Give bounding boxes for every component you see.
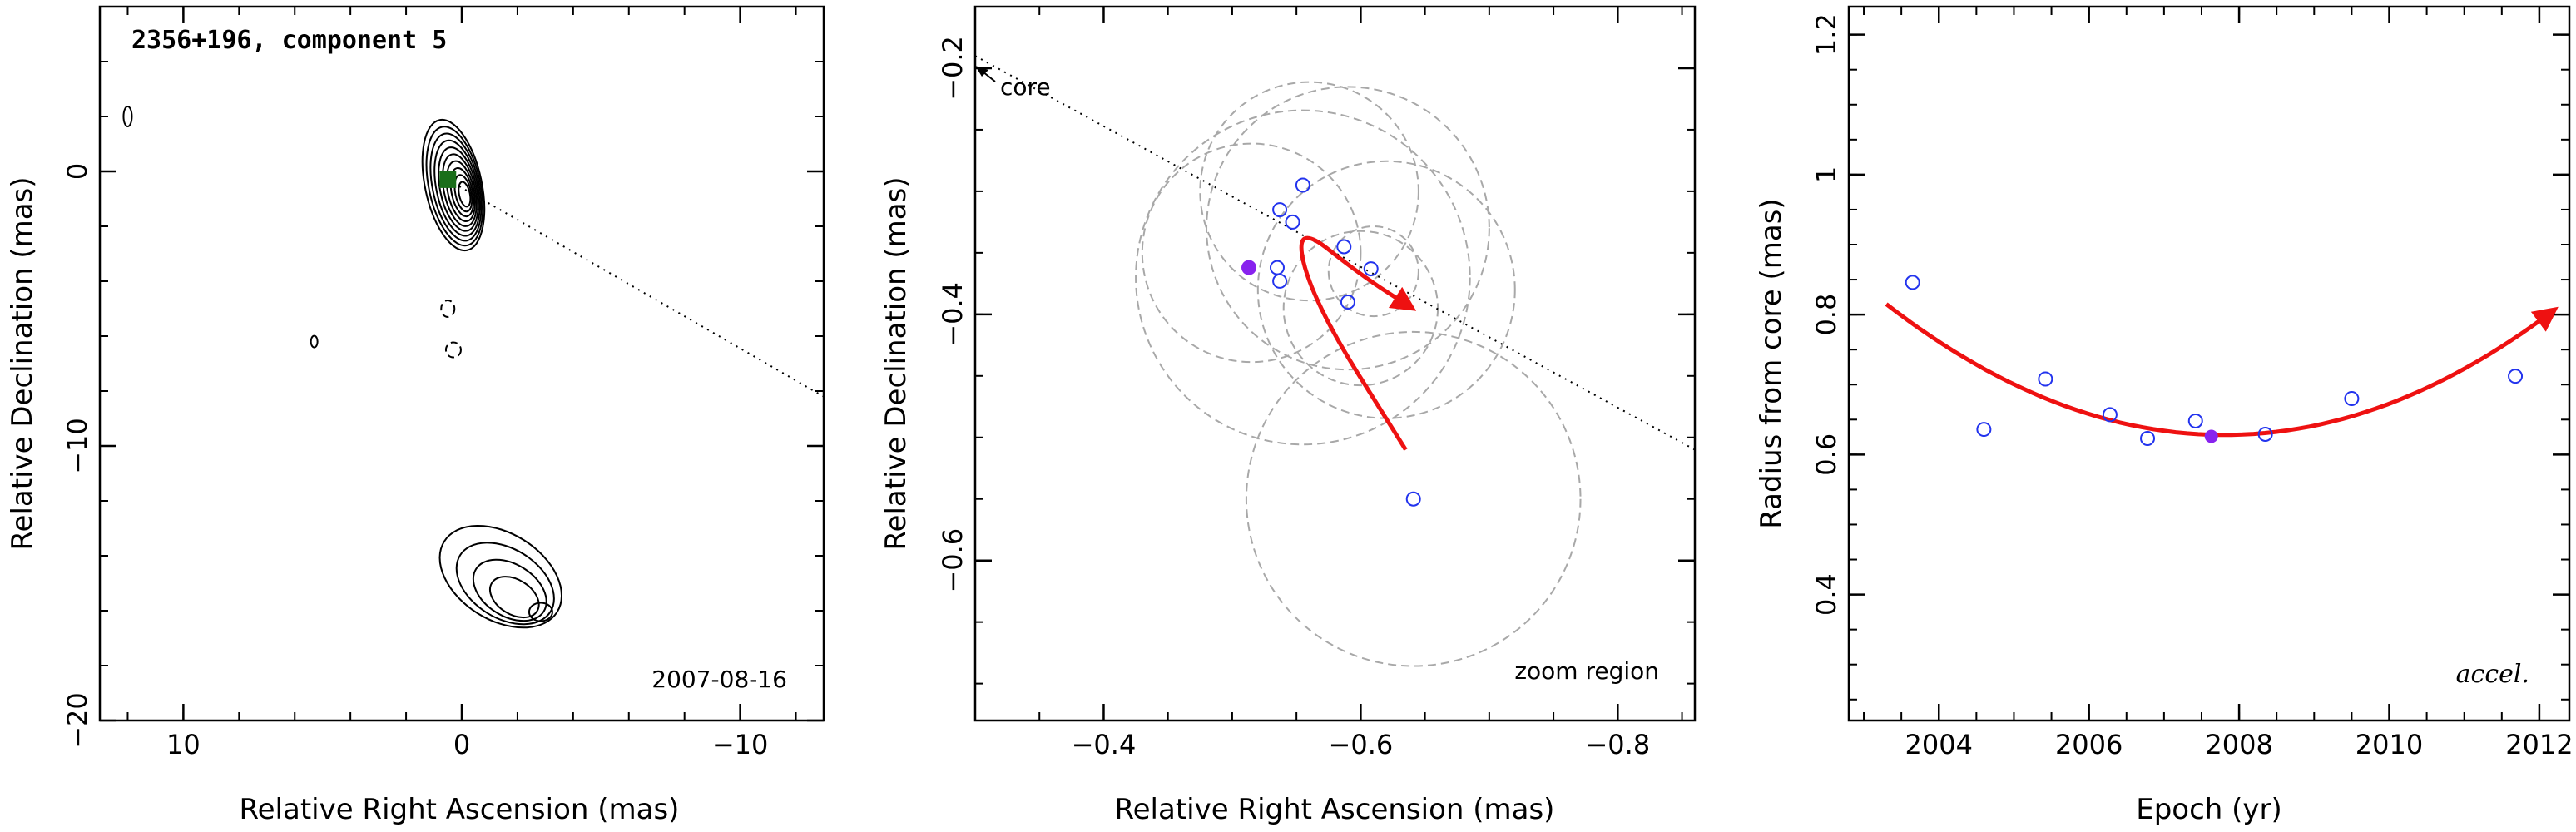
data-point <box>2038 371 2053 387</box>
y-axis-label: Relative Declination (mas) <box>879 176 913 550</box>
data-points <box>1905 275 2524 447</box>
x-tick-label: 0 <box>453 729 470 760</box>
data-point <box>1905 275 1920 290</box>
y-tick-label: −0.2 <box>937 36 968 101</box>
y-tick-label: −0.4 <box>937 282 968 347</box>
y-tick-label: 1 <box>1811 166 1842 183</box>
data-points <box>1241 177 1421 507</box>
error-circle <box>1206 86 1490 371</box>
core-contour <box>438 146 479 232</box>
contour-blob <box>122 106 133 127</box>
core-arrow-head <box>975 66 988 77</box>
x-tick-label: −0.4 <box>1072 729 1137 760</box>
x-tick-label: 2004 <box>1905 729 1973 760</box>
data-point <box>1269 260 1285 275</box>
zoom-region-label: zoom region <box>1514 657 1659 685</box>
y-tick-label: 0.6 <box>1811 433 1842 476</box>
data-point <box>1340 295 1355 310</box>
x-tick-label: 2010 <box>2356 729 2423 760</box>
highlight-point <box>2204 429 2218 443</box>
contour-blob <box>440 300 456 318</box>
core-contour <box>425 126 484 247</box>
data-point <box>1295 177 1310 193</box>
x-tick-label: −0.6 <box>1329 729 1394 760</box>
component-marker <box>439 171 457 188</box>
epoch-label: 2007-08-16 <box>651 666 787 693</box>
contour-blob <box>310 334 319 349</box>
x-tick-label: −10 <box>712 729 769 760</box>
data-point <box>1976 422 1992 438</box>
data-point <box>1285 214 1300 230</box>
y-tick-label: −20 <box>62 692 93 749</box>
contour-map <box>122 106 563 629</box>
error-circle <box>1245 330 1582 667</box>
data-point <box>1272 202 1288 218</box>
y-tick-label: 1.2 <box>1811 13 1842 56</box>
knot-contour <box>472 558 547 622</box>
data-point <box>2257 426 2273 442</box>
data-point <box>2187 413 2203 428</box>
error-circle <box>1327 225 1419 318</box>
x-tick-label: 2012 <box>2505 729 2573 760</box>
data-point <box>1405 491 1421 507</box>
panel-title: 2356+196, component 5 <box>131 26 447 55</box>
axis-ticks: −0.4 −0.6 −0.8 −0.2 −0.4 −0.6 <box>937 6 1695 760</box>
error-circle <box>1141 142 1362 364</box>
core-label: core <box>1000 73 1051 101</box>
core-contour <box>458 181 472 208</box>
error-circle <box>1199 81 1419 302</box>
y-axis-label: Radius from core (mas) <box>1755 198 1788 528</box>
knot-contour <box>438 524 563 629</box>
x-tick-label: 10 <box>166 729 201 760</box>
contour-panel: 10 0 −10 0 −10 −20 2356+196, component 5 2007… <box>6 5 825 826</box>
data-point <box>2508 369 2524 384</box>
core-contour <box>445 160 476 222</box>
core-contour <box>453 174 473 213</box>
core-contour <box>441 153 478 227</box>
x-tick-label: −0.8 <box>1585 729 1650 760</box>
data-point <box>1363 261 1379 277</box>
data-point <box>2102 407 2118 423</box>
highlight-point <box>1241 260 1257 275</box>
y-tick-label: 0 <box>62 163 93 180</box>
error-circle <box>1135 109 1471 446</box>
data-point <box>2344 391 2360 407</box>
core-contour <box>449 166 475 218</box>
zoom-panel: −0.4 −0.6 −0.8 −0.2 −0.4 −0.6 core zoom regio… <box>879 5 1697 826</box>
contour-blob <box>444 341 462 359</box>
axis-ticks: 2004 2006 2008 2010 2012 0.4 0.6 0.8 1 1.2 <box>1811 7 2574 760</box>
annotation: accel. <box>2456 660 2529 689</box>
radius-panel: 2004 2006 2008 2010 2012 0.4 0.6 0.8 1 1.2 accel.… <box>1755 5 2574 826</box>
y-tick-label: −0.6 <box>937 528 968 593</box>
x-tick-label: 2008 <box>2205 729 2272 760</box>
x-axis-label: Relative Right Ascension (mas) <box>1115 793 1555 826</box>
axis-ticks: 10 0 −10 0 −10 −20 <box>62 6 824 760</box>
y-tick-label: 0.8 <box>1811 294 1842 336</box>
trajectory-arrow <box>1299 235 1417 451</box>
x-axis-label: Relative Right Ascension (mas) <box>240 793 680 826</box>
x-axis-label: Epoch (yr) <box>2136 793 2282 826</box>
y-tick-label: −10 <box>62 418 93 474</box>
plot-frame <box>1847 5 2571 722</box>
core-contour <box>429 132 483 242</box>
knot-contour <box>455 542 555 626</box>
knot-peak-contour <box>528 602 553 622</box>
plot-frame <box>98 5 825 722</box>
data-point <box>1272 273 1288 289</box>
plot-frame <box>973 5 1697 722</box>
y-axis-label: Relative Declination (mas) <box>6 176 39 550</box>
core-contour <box>433 139 481 237</box>
x-tick-label: 2006 <box>2055 729 2123 760</box>
jet-direction-line <box>447 179 824 398</box>
data-point <box>1336 239 1352 255</box>
knot-contour <box>489 576 540 619</box>
y-tick-label: 0.4 <box>1811 573 1842 616</box>
fit-curve-arrow <box>1885 302 2559 438</box>
data-point <box>2140 431 2156 447</box>
core-contour <box>421 118 486 252</box>
